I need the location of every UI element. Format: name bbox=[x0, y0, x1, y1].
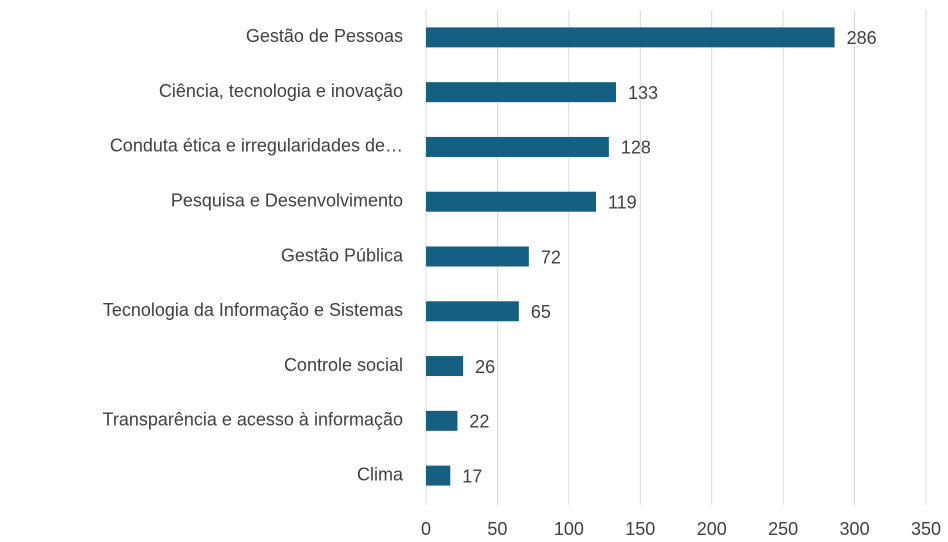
y-tick-label: Pesquisa e Desenvolvimento bbox=[171, 190, 403, 210]
value-label: 17 bbox=[462, 466, 482, 486]
y-tick-label: Gestão Pública bbox=[281, 245, 404, 265]
x-tick-label: 250 bbox=[768, 519, 798, 539]
value-label: 119 bbox=[608, 192, 637, 212]
x-tick-label: 200 bbox=[697, 519, 727, 539]
bar bbox=[426, 27, 835, 48]
value-label: 26 bbox=[475, 357, 495, 377]
y-tick-label: Tecnologia da Informação e Sistemas bbox=[103, 300, 403, 320]
value-label: 286 bbox=[847, 28, 877, 48]
y-tick-label: Controle social bbox=[284, 355, 403, 375]
value-label: 65 bbox=[531, 302, 551, 322]
value-label: 72 bbox=[541, 247, 561, 267]
bar bbox=[426, 136, 609, 157]
bar bbox=[426, 465, 451, 486]
y-tick-label: Transparência e acesso à informação bbox=[103, 410, 404, 430]
bar bbox=[426, 246, 529, 267]
value-label: 133 bbox=[628, 83, 658, 103]
x-tick-label: 50 bbox=[487, 519, 507, 539]
y-tick-label: Conduta ética e irregularidades de… bbox=[110, 136, 403, 156]
bar bbox=[426, 191, 596, 212]
bar bbox=[426, 356, 464, 377]
y-tick-label: Clima bbox=[357, 464, 404, 484]
bar bbox=[426, 301, 519, 322]
x-tick-label: 150 bbox=[625, 519, 655, 539]
x-tick-label: 350 bbox=[911, 519, 941, 539]
y-tick-label: Ciência, tecnologia e inovação bbox=[159, 81, 403, 101]
value-label: 22 bbox=[469, 412, 489, 432]
bar bbox=[426, 82, 616, 103]
x-tick-label: 300 bbox=[840, 519, 870, 539]
x-tick-label: 0 bbox=[421, 519, 431, 539]
bar bbox=[426, 410, 458, 431]
value-label: 128 bbox=[621, 138, 651, 158]
y-tick-label: Gestão de Pessoas bbox=[246, 26, 403, 46]
x-tick-label: 100 bbox=[554, 519, 584, 539]
